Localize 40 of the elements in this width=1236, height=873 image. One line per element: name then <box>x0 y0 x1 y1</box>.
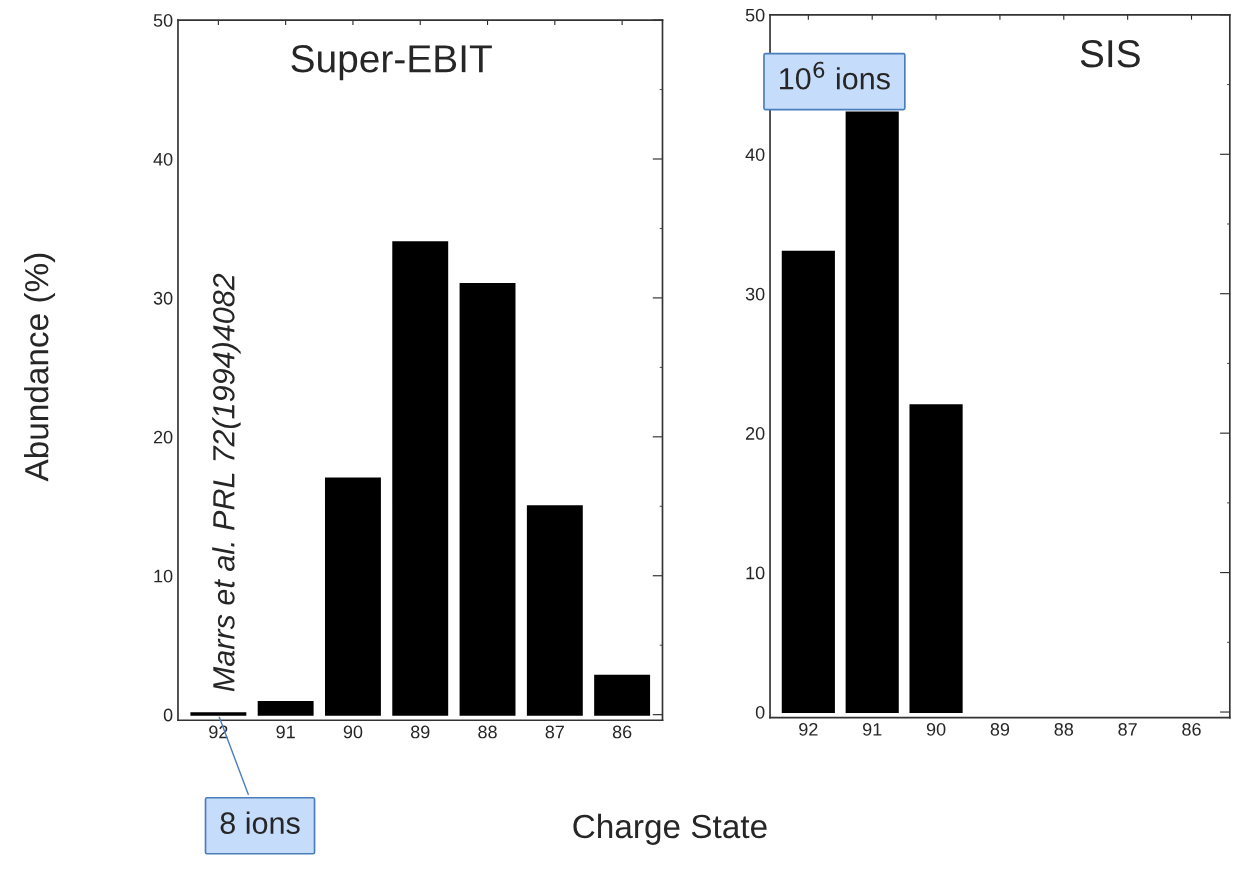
y-tick-label: 30 <box>745 287 765 301</box>
y-tick-label: 10 <box>154 569 173 583</box>
x-tick-label: 86 <box>1182 722 1201 736</box>
y-tick-label: 0 <box>163 708 173 722</box>
x-tick-label: 87 <box>545 725 564 739</box>
bar <box>909 404 963 714</box>
bar <box>257 701 314 716</box>
x-tick-label: 90 <box>926 722 946 736</box>
y-tick-label: 30 <box>153 291 173 305</box>
x-tick-label: 88 <box>1054 722 1074 736</box>
bar <box>459 282 516 716</box>
x-tick-label: 88 <box>478 725 497 739</box>
bar <box>781 250 835 714</box>
y-tick-label: 50 <box>745 8 765 22</box>
bar <box>594 674 651 716</box>
x-tick-label: 89 <box>410 725 430 739</box>
y-tick-label: 0 <box>755 705 765 719</box>
y-tick-label: 40 <box>745 148 765 161</box>
bar <box>324 477 381 716</box>
annotation: 10$^{6}$ ions <box>780 61 890 90</box>
bar <box>392 241 449 716</box>
x-tick-label: 91 <box>276 725 295 739</box>
x-tick-label: 86 <box>612 725 632 739</box>
y-axis-title: Abundance (%) <box>24 253 56 482</box>
text: Super-EBIT <box>291 44 492 81</box>
x-tick-label: 91 <box>863 722 882 736</box>
y-tick-label: 40 <box>153 152 173 166</box>
annotation: 8 ions <box>220 811 300 834</box>
x-tick-label: 89 <box>990 722 1010 736</box>
chart-title: SIS <box>1080 39 1140 68</box>
y-tick-label: 50 <box>153 14 173 27</box>
x-tick-label: 90 <box>343 725 363 739</box>
y-tick-label: 10 <box>746 566 765 580</box>
bar <box>526 505 583 716</box>
x-axis-title: Charge State <box>573 813 767 845</box>
y-tick-label: 20 <box>745 427 765 440</box>
annotation: Marrs et al. PRL 72(1994)4082 <box>212 273 241 692</box>
x-tick-label: 87 <box>1118 722 1137 736</box>
x-tick-label: 92 <box>799 722 818 736</box>
y-tick-label: 20 <box>153 430 173 444</box>
